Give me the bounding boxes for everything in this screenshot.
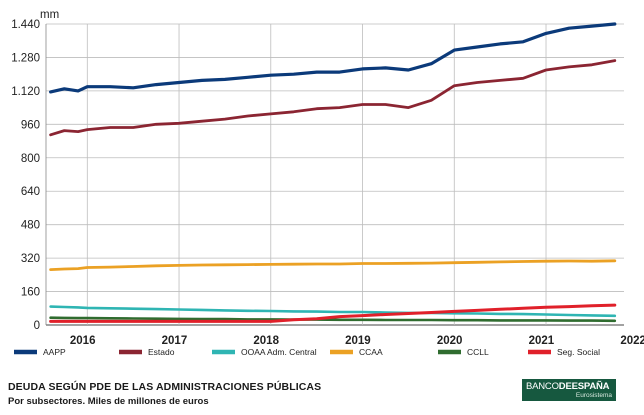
y-tick-label: 0	[34, 320, 40, 332]
x-tick-label: 2021	[529, 335, 555, 347]
y-tick-label: 320	[21, 253, 40, 265]
y-unit-label: mm	[40, 9, 59, 21]
y-tick-label: 480	[21, 220, 40, 232]
bank-logo-name-part3: ESPAÑA	[571, 381, 610, 392]
y-tick-label: 160	[21, 287, 40, 299]
bank-logo-sub: Eurosistema	[575, 392, 612, 399]
series-line-estado	[49, 59, 617, 137]
chart-title: DEUDA SEGÚN PDE DE LAS ADMINISTRACIONES …	[8, 381, 322, 393]
legend-label: Estado	[148, 347, 175, 357]
y-tick-label: 1.440	[11, 19, 40, 31]
y-tick-label: 1.120	[11, 86, 40, 98]
x-tick-label: 2016	[70, 335, 96, 347]
legend-label: CCAA	[359, 347, 383, 357]
legend: AAPP Estado OOAA Adm. Central CCAA CCLL Seg. …	[14, 347, 600, 357]
grid	[45, 23, 624, 326]
y-tick-label: 800	[21, 153, 40, 165]
series-line-ccaa	[49, 259, 617, 272]
legend-label: OOAA Adm. Central	[241, 347, 317, 357]
bank-logo: BANCODEESPAÑA Eurosistema	[522, 379, 616, 401]
bank-logo-name-part1: BANCO	[526, 381, 559, 392]
legend-label: AAPP	[43, 347, 66, 357]
series-lines	[48, 22, 617, 323]
x-tick-label: 2017	[162, 335, 188, 347]
bank-logo-name-part2: DE	[558, 381, 572, 392]
x-tick-label: 2018	[253, 335, 279, 347]
x-tick-label: 2019	[345, 335, 371, 347]
y-tick-label: 960	[21, 119, 40, 131]
series-line-seg-social	[49, 303, 617, 323]
series-line-aapp	[48, 22, 617, 94]
series-line-ooaa-adm-central	[49, 305, 617, 318]
x-tick-label: 2022	[620, 335, 644, 347]
y-tick-label: 1.280	[11, 52, 40, 64]
bank-logo-name: BANCODEESPAÑA	[526, 381, 609, 392]
x-tick-label: 2020	[437, 335, 463, 347]
chart-subtitle: Por subsectores. Miles de millones de eu…	[8, 396, 209, 407]
legend-label: Seg. Social	[557, 347, 600, 357]
y-tick-label: 640	[21, 186, 40, 198]
legend-label: CCLL	[467, 347, 489, 357]
